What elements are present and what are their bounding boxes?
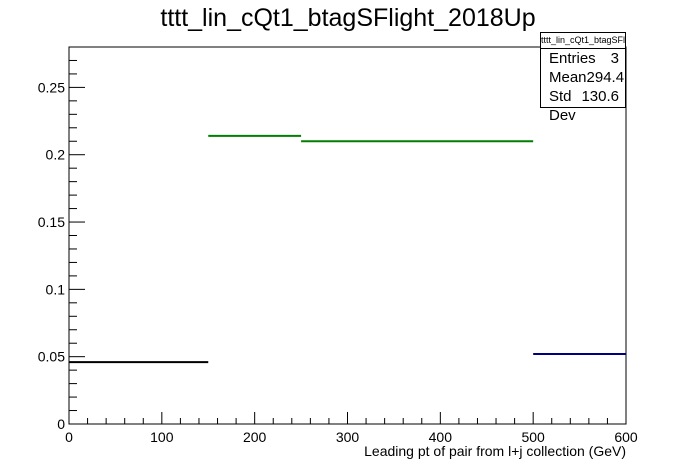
x-tick-label: 0 [65, 429, 73, 445]
stats-value: 3 [610, 50, 619, 67]
stats-value: 294.4 [586, 69, 625, 86]
y-tick-label: 0.2 [46, 147, 66, 163]
stats-label: Entries [549, 50, 596, 67]
y-tick-label: 0 [57, 416, 65, 432]
x-tick-label: 500 [521, 429, 545, 445]
y-tick-label: 0.25 [38, 79, 65, 95]
x-tick-label: 400 [429, 429, 453, 445]
stats-row-entries: Entries 3 [541, 49, 625, 68]
x-tick-label: 300 [336, 429, 360, 445]
stats-box-title: tttt_lin_cQt1_btagSFlight_2018Up [541, 33, 625, 49]
y-tick-label: 0.15 [38, 214, 65, 230]
x-tick-label: 200 [243, 429, 267, 445]
x-axis-label: Leading pt of pair from l+j collection (… [364, 443, 626, 459]
stats-label: Std Dev [549, 88, 576, 124]
histogram-bins [69, 134, 626, 364]
y-tick-label: 0.1 [46, 281, 66, 297]
chart-title: tttt_lin_cQt1_btagSFlight_2018Up [160, 4, 536, 32]
y-axis: 0 0.05 0.1 0.15 0.2 0.25 [38, 46, 85, 432]
x-tick-label: 600 [614, 429, 638, 445]
stats-row-mean: Mean 294.4 [541, 68, 625, 87]
x-axis: 0 100 200 300 400 500 600 [65, 412, 638, 445]
y-tick-label: 0.05 [38, 349, 65, 365]
stats-row-stddev: Std Dev 130.6 [541, 87, 625, 125]
stats-box: tttt_lin_cQt1_btagSFlight_2018Up Entries… [540, 32, 626, 124]
stats-label: Mean [549, 69, 587, 86]
stats-value: 130.6 [581, 88, 619, 105]
x-tick-label: 100 [150, 429, 174, 445]
